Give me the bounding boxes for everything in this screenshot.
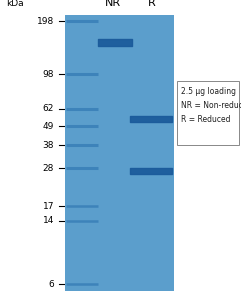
Text: 49: 49 [43, 122, 54, 131]
Text: 28: 28 [43, 164, 54, 173]
Text: 17: 17 [42, 202, 54, 211]
Text: 38: 38 [42, 141, 54, 150]
Text: NR: NR [105, 0, 121, 8]
Text: 98: 98 [42, 70, 54, 79]
Text: 62: 62 [43, 104, 54, 113]
Text: 6: 6 [48, 280, 54, 289]
Text: 2.5 μg loading
NR = Non-reduced
R = Reduced: 2.5 μg loading NR = Non-reduced R = Redu… [181, 87, 241, 124]
Text: kDa: kDa [7, 0, 24, 8]
Text: 14: 14 [43, 216, 54, 225]
Text: R: R [148, 0, 156, 8]
Text: 198: 198 [37, 17, 54, 26]
